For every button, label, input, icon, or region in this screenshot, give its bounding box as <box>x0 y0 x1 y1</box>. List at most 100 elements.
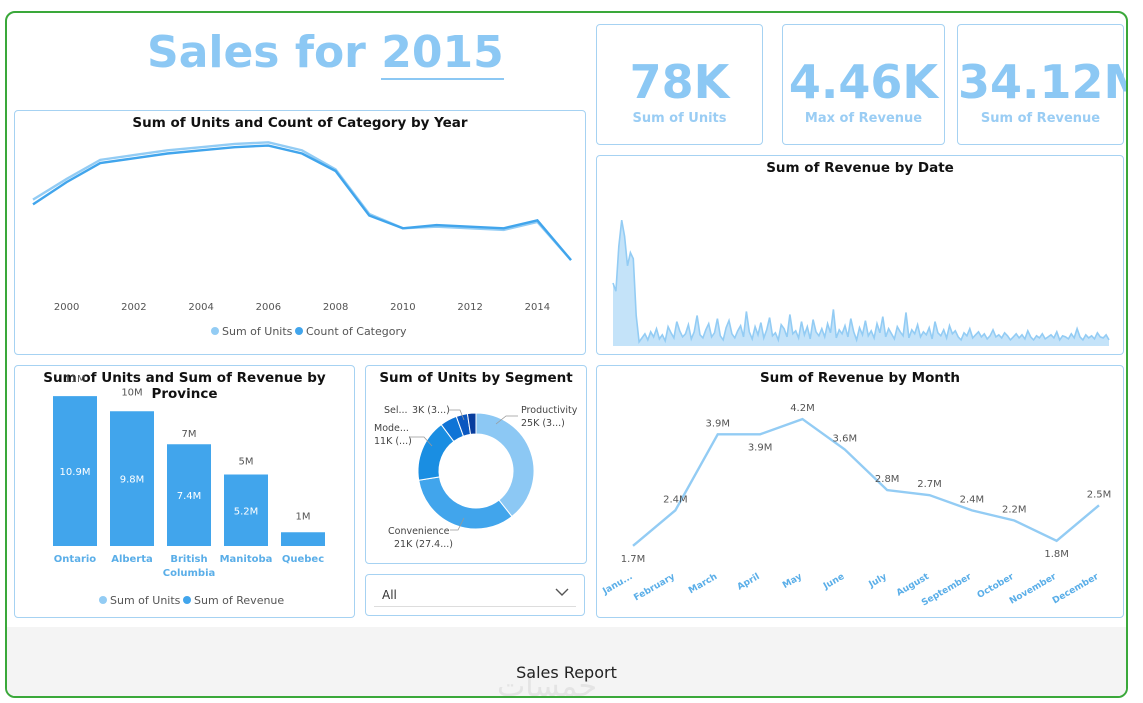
chart-units-by-year[interactable]: Sum of Units and Count of Category by Ye… <box>14 110 586 355</box>
kpi-label: Sum of Units <box>632 111 727 126</box>
slice-value: 3K (3...) <box>412 405 450 416</box>
x-tick-label: 2010 <box>390 302 415 313</box>
footer-label: Sales Report <box>516 663 617 682</box>
x-tick-label: 2012 <box>457 302 482 313</box>
chart-title: Sum of Revenue by Date <box>766 160 954 176</box>
chevron-down-icon[interactable] <box>554 584 570 600</box>
bar-top-label: 11M <box>64 374 85 385</box>
kpi-value: 34.12M <box>958 55 1126 109</box>
slice-label: Mode... <box>374 423 409 434</box>
bar-inner-label: 9.8M <box>120 475 145 486</box>
month-tick-label: May <box>781 572 804 591</box>
slice-value: 25K (3...) <box>521 418 565 429</box>
category-label: Alberta <box>111 554 153 565</box>
chart-title: Sum of Revenue by Month <box>759 370 961 386</box>
page-title: Sales for 2015 <box>147 27 504 80</box>
slice-label: Convenience <box>388 526 450 537</box>
chart-title: Sum of Units by Segment <box>379 370 573 386</box>
data-label: 2.7M <box>917 479 942 490</box>
legend-label: Count of Category <box>306 325 407 338</box>
series-line-0 <box>32 141 572 261</box>
chart-units-by-year-svg: 2000 2002 2004 2006 2008 2010 2012 2014 Sum of U… <box>32 141 572 338</box>
month-tick-label: November <box>1008 572 1059 607</box>
data-label: 3.9M <box>748 442 773 453</box>
category-label: British <box>170 554 207 565</box>
month-tick-label: August <box>895 572 932 599</box>
revenue-line <box>612 219 1110 345</box>
month-tick-label: Janu... <box>600 572 634 597</box>
leader-line <box>450 517 465 531</box>
x-tick-label: 2000 <box>54 302 79 313</box>
category-label: Ontario <box>54 554 97 565</box>
legend-marker <box>183 596 191 604</box>
chart-by-segment-svg: Productivity 25K (3...) Convenience 21K (27… <box>374 405 578 550</box>
chart-revenue-by-date[interactable]: Sum of Revenue by Date <box>596 155 1124 355</box>
month-tick-label: July <box>867 572 889 591</box>
dropdown-value: All <box>382 588 397 602</box>
category-label: Quebec <box>282 554 324 565</box>
legend-marker <box>99 596 107 604</box>
x-tick-label: 2014 <box>525 302 550 313</box>
legend-label: Sum of Units <box>222 325 293 338</box>
report-footer: خمسات Sales Report <box>7 627 1126 696</box>
month-tick-label: April <box>736 572 762 593</box>
bar <box>167 444 211 546</box>
category-label: Manitoba <box>220 554 273 565</box>
donut-slice <box>418 476 513 530</box>
data-label: 2.8M <box>875 474 900 485</box>
data-label: 3.9M <box>705 418 730 429</box>
x-tick-label: 2008 <box>323 302 348 313</box>
kpi-card-max-revenue[interactable]: 4.46K Max of Revenue <box>782 24 945 145</box>
bar <box>110 411 154 546</box>
bar <box>281 532 325 546</box>
legend-label: Sum of Revenue <box>194 594 284 607</box>
legend-marker <box>211 327 219 335</box>
chart-by-segment[interactable]: Sum of Units by Segment Productivity 25K … <box>365 365 587 564</box>
month-tick-label: February <box>632 572 677 604</box>
chart-title: Sum of Units and Sum of Revenue by Provi… <box>43 370 326 402</box>
dropdown-field[interactable]: All <box>374 583 576 607</box>
category-label: Columbia <box>163 568 216 579</box>
chart-title: Sum of Units and Count of Category by Ye… <box>132 115 468 131</box>
legend-label: Sum of Units <box>110 594 181 607</box>
kpi-value: 78K <box>629 55 730 109</box>
chart-by-province[interactable]: Sum of Units and Sum of Revenue by Provi… <box>14 365 355 618</box>
watermark-logo: خمسات <box>497 669 598 698</box>
bar-inner-label: 5.2M <box>234 506 259 517</box>
chart-revenue-by-month[interactable]: Sum of Revenue by Month 1.7M 2.4M 3.9M 3.9M… <box>596 365 1124 618</box>
series-line-1 <box>32 144 572 261</box>
data-label: 2.5M <box>1087 489 1112 500</box>
month-tick-label: March <box>687 572 719 596</box>
bar-top-label: 1M <box>296 511 311 522</box>
bar-top-label: 10M <box>121 388 142 399</box>
kpi-card-units[interactable]: 78K Sum of Units <box>596 24 763 145</box>
month-line <box>632 417 1100 547</box>
kpi-value: 4.46K <box>788 55 939 109</box>
month-tick-label: December <box>1051 572 1101 607</box>
kpi-label: Max of Revenue <box>804 111 923 126</box>
donut-slice <box>466 412 477 435</box>
bar <box>224 474 268 546</box>
chart-by-province-svg: 11M 10.9M Ontario 10M 9.8M Alberta 7M 7.4M Briti… <box>53 374 325 607</box>
data-label: 2.4M <box>960 494 985 505</box>
kpi-label: Sum of Revenue <box>980 111 1101 126</box>
x-tick-label: 2002 <box>121 302 146 313</box>
kpi-card-revenue[interactable]: 34.12M Sum of Revenue <box>957 24 1126 145</box>
title-prefix: Sales for <box>147 27 366 78</box>
bar <box>53 396 97 546</box>
title-year: 2015 <box>381 27 504 80</box>
slice-label: Productivity <box>521 405 578 416</box>
slice-label: Sel... <box>384 405 408 416</box>
data-label: 4.2M <box>790 403 815 414</box>
data-label: 2.2M <box>1002 505 1027 516</box>
data-label: 2.4M <box>663 494 688 505</box>
data-label: 1.7M <box>621 554 646 565</box>
leader-line <box>410 436 433 447</box>
segment-slicer-dropdown[interactable]: All <box>365 574 585 616</box>
leader-line <box>495 415 518 425</box>
data-label: 1.8M <box>1044 549 1069 560</box>
x-tick-label: 2004 <box>188 302 213 313</box>
chart-revenue-by-date-svg <box>612 219 1110 346</box>
bar-top-label: 7M <box>182 429 197 440</box>
slice-value: 21K (27.4...) <box>394 539 453 550</box>
